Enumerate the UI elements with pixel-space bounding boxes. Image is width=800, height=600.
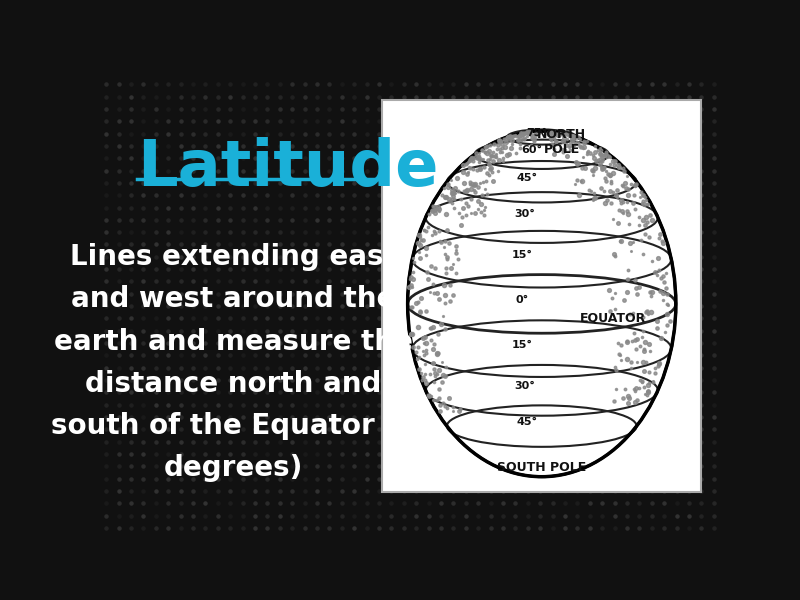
- Text: 0°: 0°: [515, 295, 528, 305]
- Text: EQUATOR: EQUATOR: [580, 311, 646, 324]
- Ellipse shape: [408, 131, 676, 477]
- Text: 60°: 60°: [521, 145, 542, 155]
- Text: 30°: 30°: [514, 209, 534, 218]
- Text: 45°: 45°: [517, 173, 538, 183]
- Text: SOUTH POLE: SOUTH POLE: [497, 461, 586, 474]
- Text: 75°: 75°: [526, 128, 547, 138]
- Text: 30°: 30°: [514, 382, 534, 391]
- FancyBboxPatch shape: [382, 100, 702, 493]
- Text: 15°: 15°: [512, 250, 533, 260]
- Text: 15°: 15°: [512, 340, 533, 350]
- Text: NORTH
POLE: NORTH POLE: [538, 128, 586, 155]
- Text: Lines extending east
and west around the
earth and measure the
distance north an: Lines extending east and west around the…: [50, 243, 416, 482]
- Text: Latitude: Latitude: [138, 137, 438, 199]
- Text: 45°: 45°: [517, 417, 538, 427]
